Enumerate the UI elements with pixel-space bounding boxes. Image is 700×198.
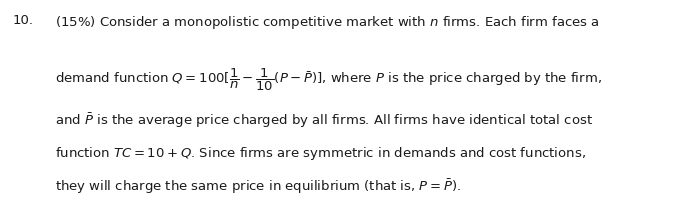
Text: demand function $Q=100[\dfrac{1}{n}-\dfrac{1}{10}(P-\bar{P})]$, where $P$ is the: demand function $Q=100[\dfrac{1}{n}-\dfr… (55, 67, 601, 93)
Text: 10.: 10. (13, 14, 34, 27)
Text: function $TC=10+Q$. Since firms are symmetric in demands and cost functions,: function $TC=10+Q$. Since firms are symm… (55, 145, 585, 162)
Text: they will charge the same price in equilibrium (that is, $P=\bar{P}$).: they will charge the same price in equil… (55, 177, 461, 196)
Text: (15%) Consider a monopolistic competitive market with $n$ firms. Each firm faces: (15%) Consider a monopolistic competitiv… (55, 14, 599, 31)
Text: and $\bar{P}$ is the average price charged by all firms. All firms have identica: and $\bar{P}$ is the average price charg… (55, 112, 593, 130)
